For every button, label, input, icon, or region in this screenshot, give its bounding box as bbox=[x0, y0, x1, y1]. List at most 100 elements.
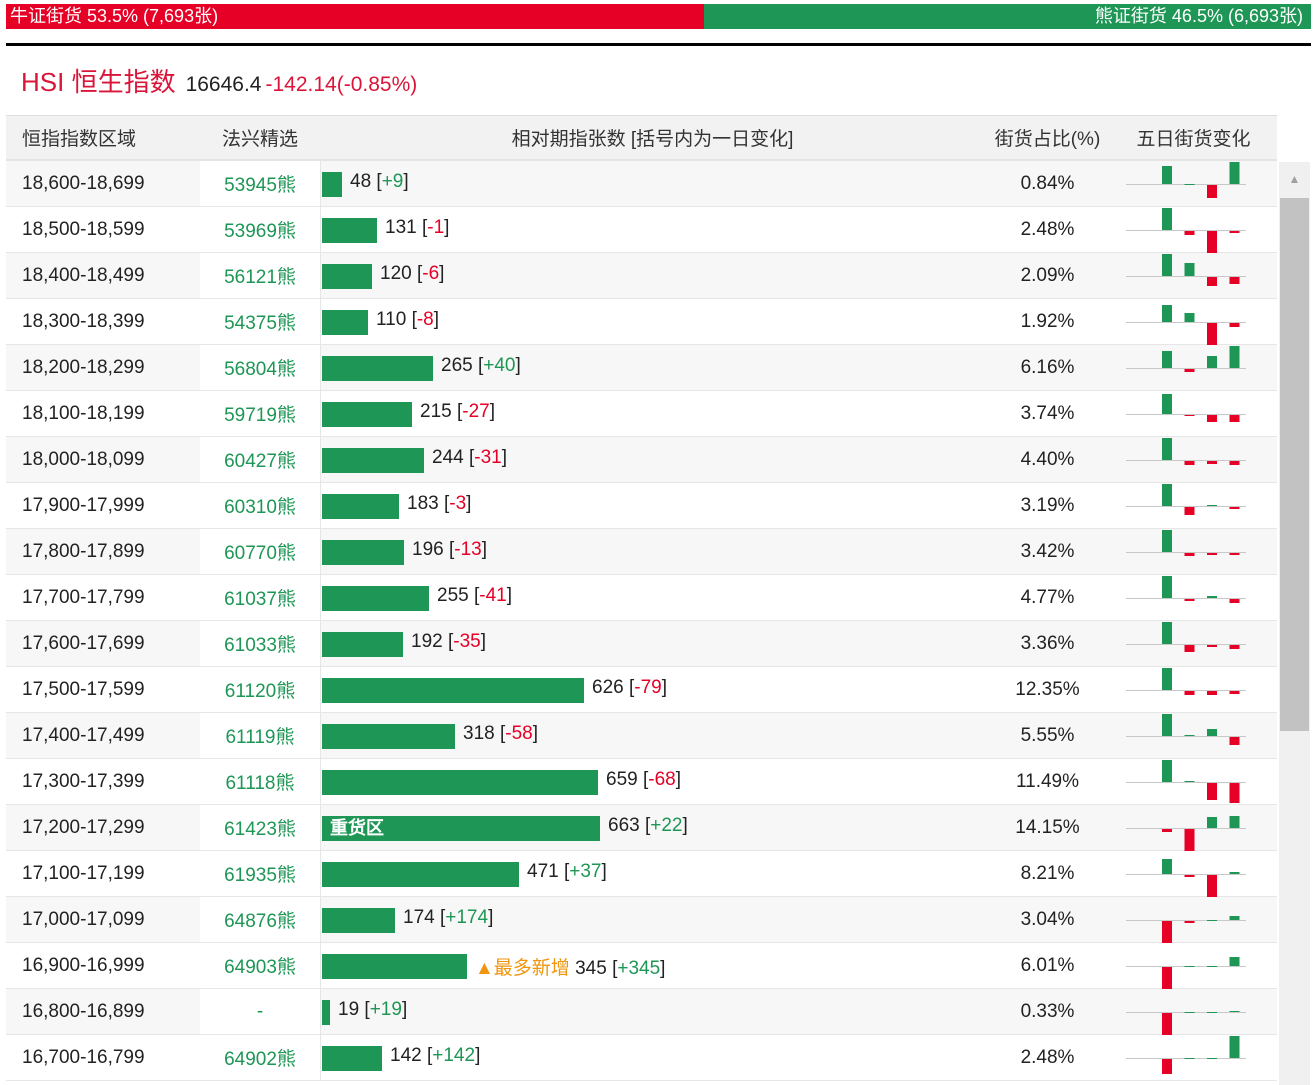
five-day-change-bar bbox=[1184, 263, 1195, 276]
table-row[interactable]: 18,500-18,599 53969熊 131 [-1] 2.48% bbox=[6, 207, 1277, 253]
strike-range: 18,300-18,399 bbox=[22, 310, 145, 332]
share-percent: 1.92% bbox=[1020, 310, 1075, 332]
share-percent: 3.19% bbox=[1020, 494, 1075, 516]
recommended-warrant-link[interactable]: 56121熊 bbox=[200, 253, 320, 298]
recommended-warrant-link[interactable]: 61119熊 bbox=[200, 713, 320, 758]
quantity-cell: 255 [-41] bbox=[320, 575, 985, 620]
daily-change: -3 bbox=[449, 493, 467, 514]
recommended-warrant-link[interactable]: 64903熊 bbox=[200, 943, 320, 988]
quantity-value: 120 bbox=[380, 263, 412, 284]
recommended-warrant-link[interactable]: 61935熊 bbox=[200, 851, 320, 896]
heavy-zone-tag: 重货区 bbox=[330, 818, 384, 838]
five-day-chart bbox=[1110, 483, 1277, 528]
share-percent: 2.48% bbox=[1020, 218, 1075, 240]
recommended-warrant-link[interactable]: 64902熊 bbox=[200, 1035, 320, 1080]
quantity-cell: 265 [+40] bbox=[320, 345, 985, 390]
table-row[interactable]: 18,100-18,199 59719熊 215 [-27] 3.74% bbox=[6, 391, 1277, 437]
scrollbar-thumb[interactable] bbox=[1280, 198, 1309, 731]
five-day-chart bbox=[1110, 943, 1277, 989]
table-row[interactable]: 16,900-16,999 64903熊 ▲最多新增 345 [+345] 6.… bbox=[6, 943, 1277, 989]
five-day-change-bar bbox=[1162, 921, 1172, 943]
scroll-up-arrow-icon[interactable]: ▲ bbox=[1288, 172, 1301, 186]
five-day-change-bar bbox=[1229, 507, 1240, 509]
recommended-warrant-link[interactable]: 59719熊 bbox=[200, 391, 320, 436]
recommended-warrant-link[interactable]: 56804熊 bbox=[200, 345, 320, 390]
bull-share: 牛证街货 53.5% (7,693张) bbox=[6, 4, 705, 29]
recommended-warrant-link[interactable]: 60770熊 bbox=[200, 529, 320, 574]
recommended-warrant-link[interactable]: 64876熊 bbox=[200, 897, 320, 942]
recommended-warrant-link[interactable]: 53969熊 bbox=[200, 207, 320, 252]
table-row[interactable]: 18,200-18,299 56804熊 265 [+40] 6.16% bbox=[6, 345, 1277, 391]
daily-change: +19 bbox=[369, 999, 402, 1020]
table-row[interactable]: 17,500-17,599 61120熊 626 [-79] 12.35% bbox=[6, 667, 1277, 713]
table-row[interactable]: 17,000-17,099 64876熊 174 [+174] 3.04% bbox=[6, 897, 1277, 943]
quantity-bar: 重货区 bbox=[322, 816, 600, 841]
recommended-warrant-link[interactable]: 61423熊 bbox=[200, 805, 320, 850]
quantity-bar bbox=[322, 678, 584, 703]
strike-range: 16,900-16,999 bbox=[22, 954, 145, 976]
table-row[interactable]: 17,600-17,699 61033熊 192 [-35] 3.36% bbox=[6, 621, 1277, 667]
five-day-change-bar bbox=[1162, 1059, 1172, 1074]
daily-change: -35 bbox=[453, 631, 481, 652]
share-percent: 2.09% bbox=[1020, 264, 1075, 286]
recommended-warrant-link[interactable]: 61037熊 bbox=[200, 575, 320, 620]
five-day-change-bar bbox=[1162, 859, 1172, 874]
quantity-value: 192 bbox=[411, 631, 443, 652]
strike-range: 17,500-17,599 bbox=[22, 678, 145, 700]
five-day-change-bar bbox=[1184, 507, 1195, 515]
five-day-change-bar bbox=[1207, 461, 1217, 464]
table-row[interactable]: 17,100-17,199 61935熊 471 [+37] 8.21% bbox=[6, 851, 1277, 897]
recommended-warrant-link[interactable]: 54375熊 bbox=[200, 299, 320, 344]
five-day-change-bar bbox=[1207, 966, 1217, 967]
recommended-warrant-link[interactable]: 61118熊 bbox=[200, 759, 320, 804]
quantity-value: 174 bbox=[403, 907, 435, 928]
daily-change: -6 bbox=[422, 263, 440, 284]
table-row[interactable]: 16,800-16,899 - 19 [+19] 0.33% bbox=[6, 989, 1277, 1035]
quantity-cell: 131 [-1] bbox=[320, 207, 985, 252]
header-quantity: 相对期指张数 [括号内为一日变化] bbox=[511, 129, 794, 150]
table-row[interactable]: 17,700-17,799 61037熊 255 [-41] 4.77% bbox=[6, 575, 1277, 621]
quantity-text: 183 [-3] bbox=[407, 493, 472, 514]
recommended-warrant-link[interactable]: 53945熊 bbox=[200, 161, 320, 206]
quantity-cell: 196 [-13] bbox=[320, 529, 985, 574]
quantity-bar bbox=[322, 724, 455, 749]
table-row[interactable]: 18,000-18,099 60427熊 244 [-31] 4.40% bbox=[6, 437, 1277, 483]
share-percent: 3.36% bbox=[1020, 632, 1075, 654]
quantity-cell: 110 [-8] bbox=[320, 299, 985, 344]
table-row[interactable]: 17,200-17,299 61423熊 重货区 663 [+22] 14.15… bbox=[6, 805, 1277, 851]
table-row[interactable]: 17,300-17,399 61118熊 659 [-68] 11.49% bbox=[6, 759, 1277, 805]
share-percent: 2.48% bbox=[1020, 1046, 1075, 1068]
strike-range: 18,400-18,499 bbox=[22, 264, 145, 286]
five-day-change-bar bbox=[1162, 254, 1172, 276]
quantity-cell: 48 [+9] bbox=[320, 161, 985, 206]
five-day-change-bar bbox=[1184, 1058, 1195, 1059]
table-row[interactable]: 18,300-18,399 54375熊 110 [-8] 1.92% bbox=[6, 299, 1277, 345]
scrollbar[interactable]: ▲ bbox=[1279, 162, 1310, 1085]
five-day-change-bar bbox=[1162, 967, 1172, 989]
table-row[interactable]: 18,400-18,499 56121熊 120 [-6] 2.09% bbox=[6, 253, 1277, 299]
quantity-value: 663 bbox=[608, 815, 640, 836]
five-day-change-bar bbox=[1207, 1058, 1217, 1059]
five-day-change-bar bbox=[1229, 957, 1240, 966]
five-day-change-bar bbox=[1229, 323, 1240, 327]
daily-change: +40 bbox=[483, 355, 516, 376]
table-row[interactable]: 17,400-17,499 61119熊 318 [-58] 5.55% bbox=[6, 713, 1277, 759]
table-row[interactable]: 16,700-16,799 64902熊 142 [+142] 2.48% bbox=[6, 1035, 1277, 1081]
table-row[interactable]: 17,800-17,899 60770熊 196 [-13] 3.42% bbox=[6, 529, 1277, 575]
five-day-change-bar bbox=[1229, 162, 1240, 184]
recommended-warrant-link[interactable]: 61033熊 bbox=[200, 621, 320, 666]
five-day-change-bar bbox=[1207, 875, 1217, 897]
table-row[interactable]: 18,600-18,699 53945熊 48 [+9] 0.84% bbox=[6, 161, 1277, 207]
recommended-warrant-link[interactable]: 60310熊 bbox=[200, 483, 320, 528]
quantity-text: 659 [-68] bbox=[606, 769, 682, 790]
quantity-bar bbox=[322, 402, 412, 427]
table-row[interactable]: 17,900-17,999 60310熊 183 [-3] 3.19% bbox=[6, 483, 1277, 529]
recommended-warrant-link[interactable]: - bbox=[200, 989, 320, 1034]
five-day-chart bbox=[1110, 575, 1277, 620]
five-day-change-bar bbox=[1229, 1011, 1240, 1012]
recommended-warrant-link[interactable]: 60427熊 bbox=[200, 437, 320, 482]
quantity-bar bbox=[322, 218, 377, 243]
recommended-warrant-link[interactable]: 61120熊 bbox=[200, 667, 320, 712]
five-day-chart bbox=[1110, 897, 1277, 943]
quantity-cell: 重货区 663 [+22] bbox=[320, 805, 985, 850]
